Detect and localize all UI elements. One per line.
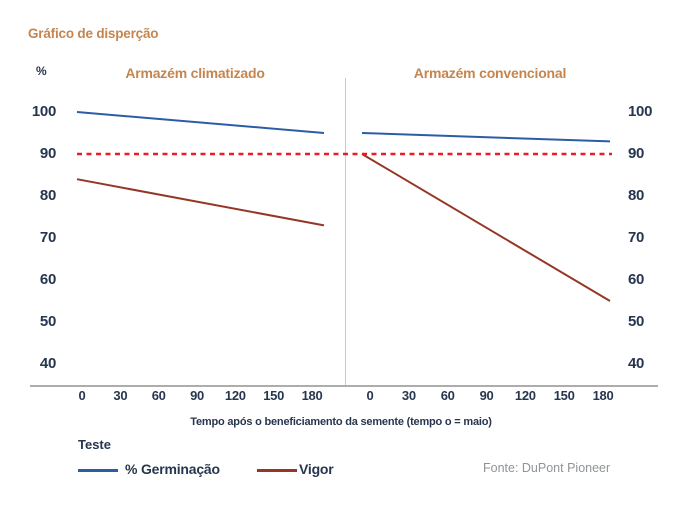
x-axis-tick-label: 150: [553, 388, 575, 403]
y-axis-label-left: 40: [39, 355, 56, 372]
x-axis-title: Tempo após o beneficiamento da semente (…: [190, 416, 492, 428]
legend-title: Teste: [78, 437, 111, 452]
y-axis-label-right: 90: [628, 145, 645, 162]
vigor-line: [76, 178, 325, 227]
legend-item-label: Vigor: [299, 461, 334, 477]
y-axis-label-left: 100: [31, 103, 56, 120]
y-axis-label-right: 100: [628, 103, 653, 120]
x-axis-tick-label: 60: [440, 388, 455, 403]
x-axis-line: [30, 385, 658, 387]
x-axis-tick-label: 120: [514, 388, 536, 403]
y-axis-unit-label: %: [36, 64, 47, 78]
y-axis-label-right: 70: [628, 229, 645, 246]
germination-line: [76, 111, 325, 134]
legend-line-swatch: [257, 469, 297, 472]
germination-line: [361, 132, 611, 143]
y-axis-label-right: 60: [628, 271, 645, 288]
x-axis-tick-label: 180: [301, 388, 323, 403]
legend-line-swatch: [78, 469, 118, 472]
vigor-line: [361, 153, 611, 302]
x-axis-tick-label: 90: [190, 388, 204, 403]
x-axis-tick-label: 180: [592, 388, 614, 403]
x-axis-tick-label: 150: [263, 388, 285, 403]
legend-item-label: % Germinação: [125, 461, 220, 477]
y-axis-label-right: 40: [628, 355, 645, 372]
panel-divider-line: [345, 78, 346, 386]
x-axis-tick-label: 30: [113, 388, 128, 403]
y-axis-label-right: 50: [628, 313, 645, 330]
x-axis-tick-label: 30: [401, 388, 416, 403]
y-axis-label-left: 80: [39, 187, 56, 204]
x-axis-tick-label: 0: [78, 388, 86, 403]
y-axis-label-left: 50: [39, 313, 56, 330]
panel-header-climatizado: Armazém climatizado: [125, 65, 265, 81]
y-axis-label-right: 80: [628, 187, 645, 204]
y-axis-label-left: 60: [39, 271, 56, 288]
x-axis-tick-label: 90: [479, 388, 494, 403]
source-credit: Fonte: DuPont Pioneer: [483, 461, 611, 475]
y-axis-label-left: 90: [39, 145, 56, 162]
panel-header-convencional: Armazém convencional: [413, 65, 567, 81]
y-axis-label-left: 70: [39, 229, 56, 246]
chart-title: Gráfico de disperção: [28, 26, 159, 41]
x-axis-tick-label: 120: [224, 388, 246, 403]
x-axis-tick-label: 0: [366, 388, 374, 403]
x-axis-tick-label: 60: [151, 388, 166, 403]
